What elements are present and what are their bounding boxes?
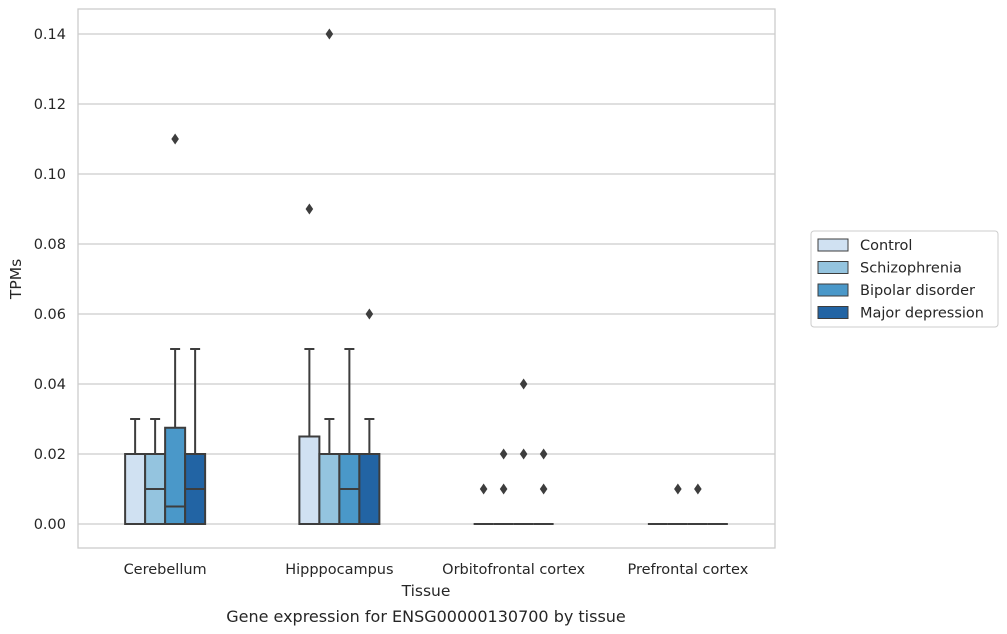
box-body [298,435,321,525]
outlier-point [499,483,508,495]
x-tick-label: Orbitofrontal cortex [442,562,585,578]
boxes-layer [124,28,728,525]
box-body [358,453,381,525]
y-tick-label: 0.12 [34,97,66,113]
x-tick-label: Prefrontal cortex [627,562,748,578]
y-axis-label: TPMs [7,259,25,300]
box-major-depression [358,308,381,525]
box-body [164,426,187,525]
box-bipolar-disorder [513,378,534,525]
box-body [124,453,147,525]
legend-label: Schizophrenia [860,261,962,277]
outlier-point [674,483,682,495]
plot-frame [77,8,776,549]
y-tick-label: 0.04 [34,377,66,393]
legend-label: Major depression [860,306,984,322]
outlier-point [694,483,702,495]
outlier-point [539,448,548,460]
box-bipolar-disorder [687,483,708,525]
box-major-depression [533,448,554,525]
box-control [473,483,494,525]
legend-frame [810,230,999,328]
y-tick-label: 0.10 [34,167,66,183]
outlier-point [365,308,374,320]
outlier-point [479,483,488,495]
box-body [318,453,341,525]
y-tick-label: 0.02 [34,447,66,463]
legend-swatch [817,283,849,297]
outlier-point [539,483,548,495]
box-control [298,203,321,525]
outlier-point [305,203,314,215]
x-axis-ticks: Cerebellum Hipppocampus Orbitofrontal cort… [124,562,749,578]
outlier-point [519,448,528,460]
legend-label: Bipolar disorder [860,283,975,299]
x-tick-label: Cerebellum [124,562,207,578]
box-schizophrenia [493,448,514,525]
outlier-point [499,448,508,460]
y-tick-label: 0.06 [34,307,66,323]
legend-label: Control [860,238,912,254]
box-major-depression [184,348,207,525]
y-tick-label: 0.14 [34,27,66,43]
x-axis-label: Tissue [401,582,451,600]
box-bipolar-disorder [164,133,187,525]
outlier-point [519,378,528,390]
legend-swatch [817,306,849,319]
legend-swatch [817,261,849,274]
legend: Control Schizophrenia Bipolar disorder Majo… [810,230,999,328]
y-tick-label: 0.00 [34,517,66,533]
outlier-point [171,133,179,145]
box-schizophrenia [144,418,167,525]
chart-caption: Gene expression for ENSG00000130700 by t… [226,607,626,626]
box-schizophrenia [667,483,688,525]
x-tick-label: Hipppocampus [285,562,393,578]
box-bipolar-disorder [338,348,361,525]
legend-swatch [817,238,849,252]
y-axis-ticks: 0.00 0.02 0.04 0.06 0.08 0.10 0.12 0.14 [34,27,66,533]
outlier-point [325,28,334,40]
y-tick-label: 0.08 [34,237,66,253]
